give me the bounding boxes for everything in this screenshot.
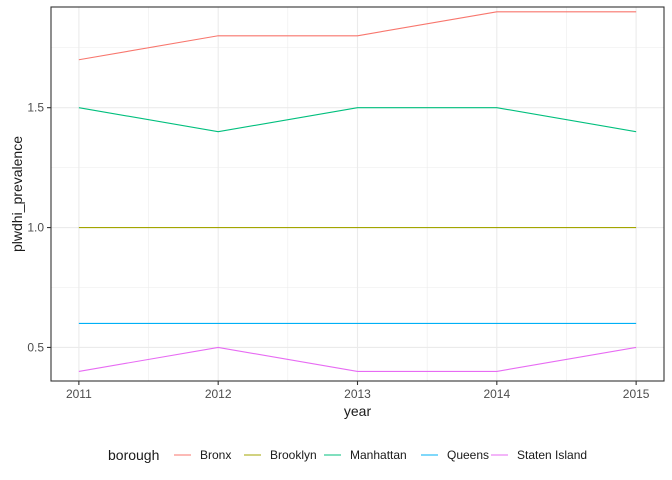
y-axis-title: plwdhi_prevalence xyxy=(9,136,25,252)
series-lines xyxy=(78,11,637,372)
legend-label-staten-island: Staten Island xyxy=(517,448,587,462)
x-tick-label: 2012 xyxy=(205,387,232,401)
x-axis-ticks: 2011 2012 2013 2014 2015 xyxy=(66,381,650,401)
series-line-manhattan xyxy=(78,107,637,133)
x-axis-title: year xyxy=(344,403,372,419)
legend-label-manhattan: Manhattan xyxy=(350,448,407,462)
legend-title: borough xyxy=(108,447,159,463)
y-tick-label: 1.0 xyxy=(27,221,44,235)
x-tick-label: 2015 xyxy=(623,387,650,401)
series-line-bronx xyxy=(78,11,637,61)
legend-label-brooklyn: Brooklyn xyxy=(270,448,317,462)
y-axis-ticks: 0.5 1.0 1.5 xyxy=(27,101,51,354)
y-tick-label: 1.5 xyxy=(27,101,44,115)
x-tick-label: 2013 xyxy=(344,387,371,401)
legend-label-bronx: Bronx xyxy=(200,448,231,462)
y-tick-label: 0.5 xyxy=(27,340,44,354)
legend-label-queens: Queens xyxy=(447,448,489,462)
series-line-staten-island xyxy=(78,346,637,372)
x-tick-label: 2014 xyxy=(483,387,510,401)
major-gridlines xyxy=(51,7,664,381)
legend: borough Bronx Brooklyn Manhattan Queens Stat… xyxy=(108,447,587,463)
x-tick-label: 2011 xyxy=(66,387,92,401)
